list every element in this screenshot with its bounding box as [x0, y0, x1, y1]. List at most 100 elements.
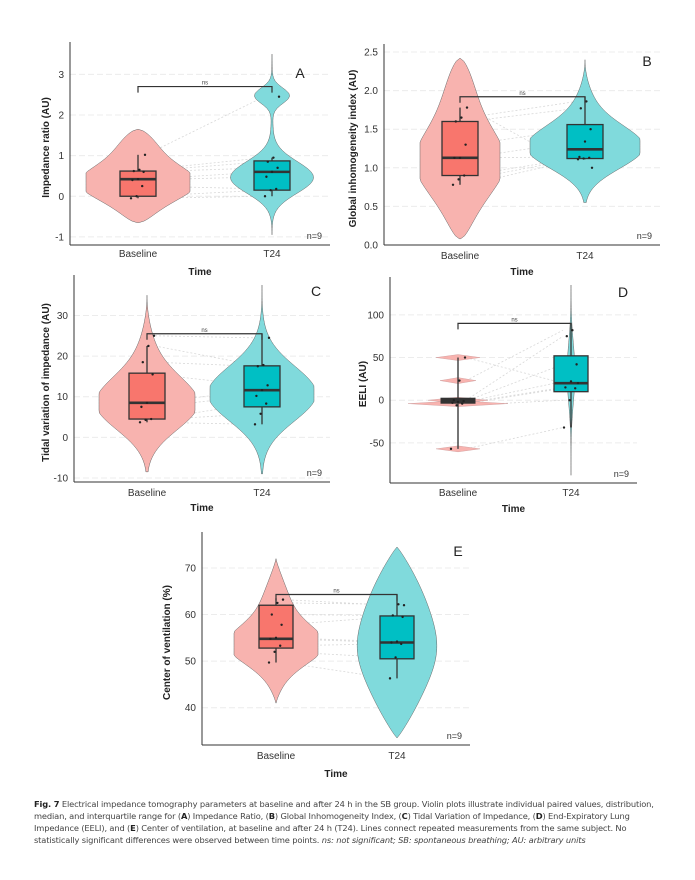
paired-line — [465, 363, 564, 402]
violin-t24 — [230, 54, 314, 235]
data-point — [391, 614, 394, 617]
y-tick-label: 100 — [367, 310, 384, 321]
data-point — [449, 447, 453, 451]
data-point — [274, 636, 278, 640]
chart-d: -50 0 50 100 Baseline T24 ns n=9 D Time EELI (AU) — [358, 277, 637, 515]
x-axis-title: Time — [510, 267, 534, 278]
data-point — [265, 402, 268, 405]
y-tick-label: 20 — [57, 352, 69, 363]
chart-c: -10 0 10 20 30 Baseline T24 ns n=9 C Time Tidal var… — [41, 275, 330, 514]
data-point — [135, 195, 138, 198]
significance-label: ns — [202, 81, 208, 87]
box-baseline — [440, 397, 476, 404]
panel-label: B — [642, 53, 651, 69]
data-point — [568, 399, 571, 402]
caption-text: ) Global Inhomogeneity Index, ( — [274, 811, 402, 821]
data-point — [270, 613, 273, 616]
y-tick-label: -50 — [370, 438, 385, 449]
data-point — [131, 178, 134, 182]
paired-line — [465, 427, 564, 450]
data-point — [578, 155, 581, 159]
data-point — [585, 100, 588, 103]
data-point — [269, 188, 272, 192]
data-point — [458, 156, 462, 159]
y-tick-label: 50 — [185, 657, 197, 668]
data-point — [273, 650, 276, 654]
data-point — [569, 380, 573, 383]
panel-label: A — [295, 65, 305, 81]
paired-line — [154, 361, 255, 367]
data-point — [263, 195, 267, 198]
significance-label: ns — [333, 589, 339, 595]
data-point — [590, 166, 594, 169]
data-point — [256, 365, 259, 368]
data-point — [138, 421, 142, 424]
data-point — [395, 640, 399, 643]
data-point — [260, 389, 264, 392]
panel-e: 40 50 60 70 Baseline T24 ns n=9 E Time Center of v… — [162, 532, 470, 780]
y-tick-label: 60 — [185, 610, 197, 621]
y-tick-label: 0 — [58, 192, 64, 203]
y-tick-label: 1.5 — [364, 125, 378, 136]
x-tick-label: T24 — [253, 488, 271, 499]
data-point — [266, 160, 269, 163]
x-tick-label: Baseline — [439, 488, 478, 499]
data-point — [141, 184, 144, 188]
paired-line — [465, 335, 564, 401]
data-point — [576, 158, 580, 161]
y-tick-label: 10 — [57, 392, 69, 403]
data-point — [453, 156, 456, 159]
n-label: n=9 — [307, 468, 322, 478]
significance-bracket — [275, 593, 398, 601]
data-point — [151, 373, 154, 376]
y-tick-label: 0 — [378, 396, 384, 407]
y-tick-label: 2.5 — [364, 48, 378, 59]
data-point — [132, 169, 135, 173]
y-axis-title: Global inhomogeneity index (AU) — [348, 70, 359, 228]
significance-bracket — [146, 333, 263, 340]
paired-line — [283, 614, 390, 616]
box-t24 — [243, 365, 281, 408]
data-point — [583, 140, 587, 143]
data-point — [136, 177, 140, 181]
data-point — [255, 394, 258, 398]
chart-b: 0.0 0.5 1.0 1.5 2.0 2.5 Baseline T24 ns n=9 B Time G… — [348, 44, 660, 278]
data-point — [579, 107, 582, 110]
box-baseline — [258, 604, 294, 649]
paired-line — [145, 96, 265, 156]
caption-text: Electrical impedance tomography paramete… — [34, 799, 654, 821]
data-point — [575, 363, 578, 366]
data-point — [388, 677, 392, 680]
paired-line — [465, 357, 564, 384]
x-tick-label: T24 — [388, 751, 406, 762]
y-tick-label: -10 — [54, 473, 69, 484]
panel-label: E — [453, 543, 462, 559]
data-point — [138, 168, 141, 172]
data-point — [462, 399, 465, 403]
data-point — [145, 401, 149, 405]
box-t24 — [553, 355, 589, 393]
significance-label: ns — [511, 317, 517, 323]
data-point — [451, 401, 454, 404]
x-tick-label: Baseline — [441, 251, 480, 262]
data-point — [574, 387, 577, 390]
caption-ref-c: C — [401, 811, 408, 821]
data-point — [576, 381, 580, 385]
significance-label: ns — [201, 328, 207, 334]
data-point — [262, 363, 265, 367]
data-point — [401, 615, 404, 619]
box-baseline — [441, 120, 479, 177]
y-tick-label: 1 — [58, 151, 64, 162]
box-t24 — [379, 615, 415, 660]
data-point — [253, 423, 257, 426]
data-point — [464, 143, 467, 146]
n-label: n=9 — [307, 231, 322, 241]
y-tick-label: 0.0 — [364, 241, 378, 252]
data-point — [460, 116, 463, 119]
x-axis-title: Time — [324, 769, 348, 780]
y-tick-label: 0.5 — [364, 202, 378, 213]
caption-text: ) Impedance Ratio, ( — [187, 811, 269, 821]
data-point — [455, 404, 458, 407]
y-axis-title: EELI (AU) — [358, 361, 369, 407]
paired-line — [465, 381, 564, 403]
